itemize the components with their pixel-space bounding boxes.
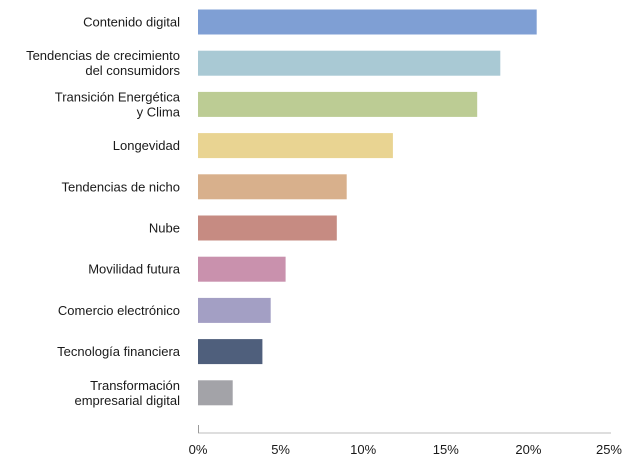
x-tick-label-25: 25%: [596, 442, 622, 457]
category-label-9: Tecnología financiera: [57, 344, 181, 359]
category-label-5: Tendencias de nicho: [61, 179, 180, 194]
x-tick-label-10: 10%: [350, 442, 376, 457]
bar-10: [198, 380, 233, 406]
bar-2: [198, 50, 501, 76]
category-label-6: Nube: [149, 221, 180, 236]
bar-4: [198, 133, 393, 159]
x-tick-label-15: 15%: [433, 442, 459, 457]
bar-8: [198, 297, 271, 323]
category-label-10: Transformación empresarial digital: [75, 378, 181, 408]
x-tick-label-0: 0%: [189, 442, 208, 457]
bar-5: [198, 174, 347, 200]
category-labels-group: Contenido digital Tendencias de crecimien…: [26, 15, 181, 408]
bars-group: [198, 9, 537, 406]
category-label-1: Contenido digital: [83, 15, 180, 30]
category-label-8: Comercio electrónico: [58, 303, 180, 318]
x-axis: 0% 5% 10% 15% 20% 25%: [189, 425, 622, 457]
bar-1: [198, 9, 537, 35]
category-label-3: Transición Energética y Clima: [55, 89, 181, 119]
category-label-7: Movilidad futura: [88, 262, 181, 277]
x-tick-label-20: 20%: [515, 442, 541, 457]
bar-9: [198, 339, 263, 365]
bar-3: [198, 91, 478, 117]
category-label-2: Tendencias de crecimiento del consumidors: [26, 48, 180, 78]
x-tick-label-5: 5%: [271, 442, 290, 457]
bar-6: [198, 215, 337, 241]
bar-7: [198, 256, 286, 282]
category-label-4: Longevidad: [113, 138, 180, 153]
